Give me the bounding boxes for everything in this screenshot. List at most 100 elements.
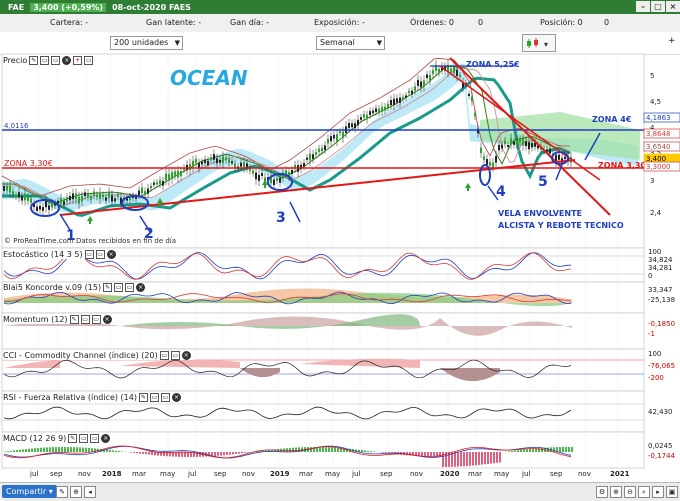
wrench-icon[interactable]: ✎ bbox=[29, 56, 38, 65]
window-icon[interactable]: ▭ bbox=[125, 283, 134, 292]
share-button[interactable]: Compartir ▾ bbox=[2, 485, 57, 498]
close-icon[interactable]: × bbox=[101, 434, 110, 443]
candle bbox=[273, 179, 275, 185]
macd-bar bbox=[241, 452, 243, 453]
search-icon[interactable]: ⌕ bbox=[638, 486, 650, 498]
window-icon[interactable]: ▭ bbox=[171, 351, 180, 360]
candle bbox=[204, 159, 206, 163]
window-icon[interactable]: ▭ bbox=[40, 56, 49, 65]
candle bbox=[9, 186, 11, 192]
candle bbox=[111, 195, 113, 201]
x-tick-label: mar bbox=[299, 470, 313, 478]
wrench-icon[interactable]: ✎ bbox=[103, 283, 112, 292]
close-icon[interactable]: × bbox=[182, 351, 191, 360]
candle bbox=[39, 206, 41, 210]
macd-bar bbox=[67, 447, 69, 452]
candle bbox=[342, 132, 344, 138]
macd-bar bbox=[517, 450, 519, 452]
candle bbox=[378, 109, 380, 113]
macd-bar bbox=[382, 452, 384, 453]
window-icon[interactable]: ▭ bbox=[150, 393, 159, 402]
candle bbox=[171, 172, 173, 179]
wrench-icon[interactable]: ✎ bbox=[70, 315, 79, 324]
x-tick-label: may bbox=[494, 470, 509, 478]
window-icon[interactable]: ▭ bbox=[90, 434, 99, 443]
zoom-icon[interactable]: ⊕ bbox=[70, 486, 82, 498]
window-icon[interactable]: ▭ bbox=[160, 351, 169, 360]
window-icon[interactable]: ▭ bbox=[92, 315, 101, 324]
candle bbox=[213, 154, 215, 160]
window-icon[interactable]: ▭ bbox=[79, 434, 88, 443]
candle bbox=[507, 145, 509, 147]
x-tick-label: nov bbox=[410, 470, 423, 478]
y-tick-label: 2,4 bbox=[650, 209, 662, 217]
macd-bar bbox=[70, 447, 72, 452]
macd-bar bbox=[121, 451, 123, 452]
candle bbox=[231, 161, 233, 163]
window-icon[interactable]: ▭ bbox=[85, 250, 94, 259]
zoom-in-icon[interactable]: ⊕ bbox=[610, 486, 622, 498]
window-icon[interactable]: ▭ bbox=[84, 56, 93, 65]
indicator-tick-label: -25,138 bbox=[648, 296, 675, 304]
x-tick-label: nov bbox=[578, 470, 591, 478]
macd-bar bbox=[511, 451, 513, 452]
wrench-icon[interactable]: ✎ bbox=[139, 393, 148, 402]
macd-bar bbox=[427, 452, 429, 457]
candle bbox=[399, 98, 401, 103]
scroll-right-icon[interactable]: ▸ bbox=[652, 486, 664, 498]
window-icon[interactable]: ▭ bbox=[51, 56, 60, 65]
candle bbox=[18, 192, 20, 197]
macd-bar bbox=[454, 452, 456, 467]
window-icon[interactable]: ▭ bbox=[81, 315, 90, 324]
window-icon[interactable]: ▭ bbox=[96, 250, 105, 259]
candle bbox=[240, 163, 242, 167]
candle bbox=[3, 186, 5, 191]
scroll-left-icon[interactable]: ◂ bbox=[84, 486, 96, 498]
settings-icon[interactable]: ⚙ bbox=[596, 486, 608, 498]
close-icon[interactable]: × bbox=[107, 250, 116, 259]
macd-bar bbox=[22, 449, 24, 452]
candle bbox=[42, 207, 44, 211]
window-icon[interactable]: ▭ bbox=[114, 283, 123, 292]
indicator-tick-label: 100 bbox=[648, 350, 661, 358]
x-tick-label: jul bbox=[187, 470, 196, 478]
close-icon[interactable]: × bbox=[172, 393, 181, 402]
window-icon[interactable]: ▭ bbox=[161, 393, 170, 402]
macd-bar bbox=[322, 447, 324, 452]
indicator-tick-label: 0 bbox=[648, 272, 652, 280]
plus-icon[interactable]: + bbox=[73, 56, 82, 65]
macd-bar bbox=[181, 452, 183, 457]
lock-icon[interactable]: ▣ bbox=[666, 486, 678, 498]
candle bbox=[318, 149, 320, 152]
close-icon[interactable]: × bbox=[136, 283, 145, 292]
candle bbox=[36, 207, 38, 211]
candle bbox=[351, 123, 353, 127]
macd-bar bbox=[217, 452, 219, 456]
candle bbox=[195, 159, 197, 163]
candle bbox=[189, 164, 191, 170]
pencil-icon[interactable]: ✎ bbox=[56, 486, 68, 498]
candle bbox=[549, 149, 551, 154]
wrench-icon[interactable]: ✎ bbox=[68, 434, 77, 443]
close-icon[interactable]: × bbox=[103, 315, 112, 324]
close-icon[interactable]: × bbox=[62, 56, 71, 65]
candle bbox=[495, 156, 497, 162]
zoom-out-icon[interactable]: ⊖ bbox=[624, 486, 636, 498]
macd-bar bbox=[16, 450, 18, 452]
indicator-tick-label: 34,824 bbox=[648, 256, 673, 264]
indicator-label-stochastic: Estocástico (14 3 5) ▭▭× bbox=[3, 250, 119, 259]
x-tick-label: 2019 bbox=[270, 470, 290, 478]
macd-bar bbox=[46, 447, 48, 452]
macd-bar bbox=[490, 452, 492, 464]
macd-bar bbox=[565, 447, 567, 452]
candle bbox=[159, 180, 161, 184]
candle bbox=[501, 145, 503, 149]
candle bbox=[366, 115, 368, 120]
macd-bar bbox=[541, 448, 543, 452]
indicator-label-rsi: RSI - Fuerza Relativa (índice) (14) ✎▭▭× bbox=[3, 393, 184, 402]
macd-bar bbox=[472, 452, 474, 465]
candle bbox=[147, 189, 149, 194]
macd-bar bbox=[142, 452, 144, 454]
macd-bar bbox=[442, 452, 444, 467]
